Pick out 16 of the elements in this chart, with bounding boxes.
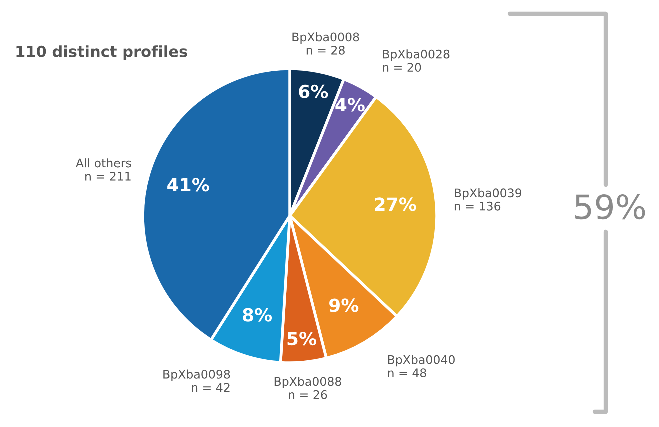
data-label: 9% <box>329 298 359 312</box>
text: 59% <box>576 194 646 220</box>
data-label: 8% <box>243 308 272 322</box>
slice-label: BpXba0088 n = 26 <box>274 376 342 400</box>
slice-label: BpXba0098 n = 42 <box>164 370 230 392</box>
data-label: 41% <box>168 178 210 192</box>
slice-label: BpXba0039 n = 136 <box>454 188 522 211</box>
slice-label: BpXba0040 n = 48 <box>388 355 455 378</box>
data-label: 4% <box>336 98 365 112</box>
slice-label: All others n = 211 <box>76 158 132 181</box>
text: 110 distinct profiles <box>16 46 188 60</box>
data-label: 27% <box>375 198 416 212</box>
slice-label: BpXba0008 n = 28 <box>292 32 360 55</box>
data-label: 6% <box>299 84 328 98</box>
slice-label: BpXba0028 n = 20 <box>383 50 450 72</box>
data-label: 5% <box>288 332 317 346</box>
